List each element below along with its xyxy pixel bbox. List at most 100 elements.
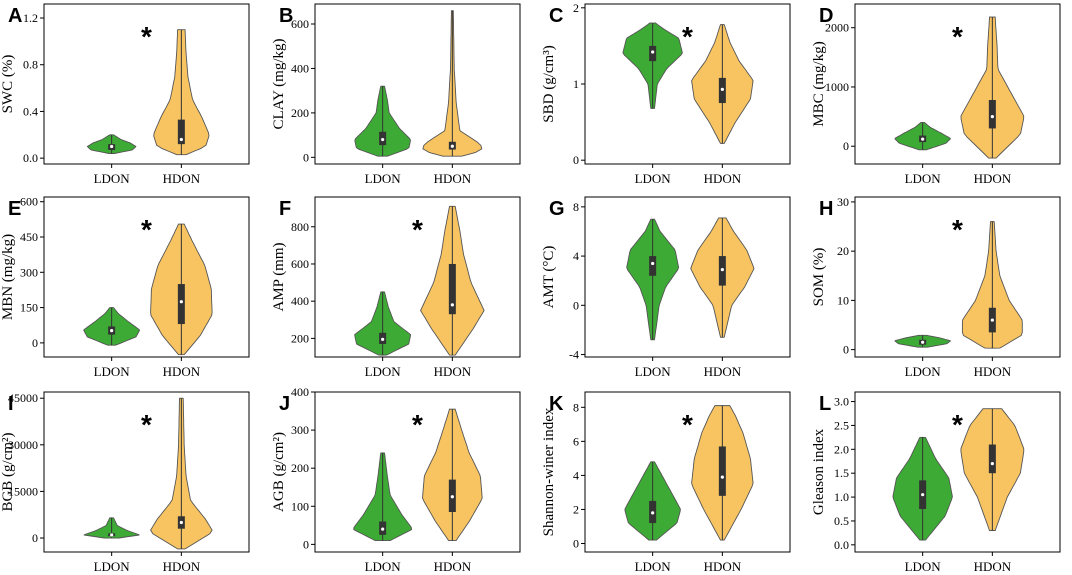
median-dot-ldon — [921, 340, 925, 344]
y-tick-label: 600 — [20, 195, 38, 209]
y-tick-label: 1 — [573, 77, 579, 91]
median-dot-hdon — [450, 144, 454, 148]
category-label-hdon: HDON — [163, 171, 201, 186]
y-axis-label: AGB (g/cm²) — [271, 432, 287, 512]
y-tick-label: 2 — [573, 502, 579, 516]
y-axis-label: BGB (g/cm²) — [0, 432, 16, 511]
y-tick-label: 15000 — [8, 484, 38, 498]
y-tick-label: 450 — [20, 230, 38, 244]
panel-f: F AMP (mm) 200 400 600 800 LDON HDON * — [271, 196, 521, 379]
plot-frame — [43, 391, 250, 553]
y-tick-label: 400 — [291, 385, 309, 399]
median-dot-ldon — [381, 527, 385, 531]
panel-letter: F — [279, 198, 291, 220]
category-label-ldon: LDON — [905, 171, 942, 186]
panel-g: G AMT (°C) -4 0 4 8 LDON HDON — [541, 196, 791, 379]
y-tick-label: 2000 — [825, 21, 849, 35]
category-label-ldon: LDON — [365, 171, 402, 186]
median-dot-hdon — [179, 300, 183, 304]
category-label-ldon: LDON — [905, 364, 942, 379]
median-dot-ldon — [381, 137, 385, 142]
y-axis-label: SBD (g/cm³) — [541, 45, 557, 122]
y-tick-label: 200 — [291, 461, 309, 475]
plot-frame — [584, 196, 791, 358]
iqr-box-hdon — [177, 284, 185, 325]
iqr-box-hdon — [988, 100, 996, 129]
median-dot-ldon — [381, 337, 385, 341]
y-tick-label: 300 — [20, 265, 38, 279]
iqr-box-hdon — [177, 119, 185, 145]
y-tick-label: 8 — [573, 200, 579, 214]
y-tick-label: 1000 — [825, 80, 849, 94]
panel-letter: A — [8, 5, 22, 27]
y-tick-label: 2 — [573, 1, 579, 15]
y-tick-label: 30 — [837, 195, 849, 209]
significance-star: * — [412, 409, 423, 440]
category-label-hdon: HDON — [434, 559, 472, 574]
y-tick-label: 20 — [837, 244, 849, 258]
median-dot-hdon — [179, 520, 183, 525]
y-axis-label: SOM (%) — [811, 248, 827, 307]
significance-star: * — [682, 409, 693, 440]
median-dot-ldon — [921, 493, 925, 497]
median-dot-hdon — [990, 114, 994, 119]
plot-frame — [314, 391, 521, 553]
y-tick-label: 0 — [843, 343, 849, 357]
y-axis-label: Gleason index — [811, 428, 827, 515]
iqr-box-hdon — [718, 446, 726, 496]
panel-letter: G — [549, 198, 565, 220]
category-label-hdon: HDON — [434, 171, 472, 186]
significance-star: * — [952, 214, 963, 245]
y-tick-label: 0 — [573, 298, 579, 312]
median-dot-hdon — [990, 462, 994, 466]
y-tick-label: 400 — [291, 61, 309, 75]
median-dot-hdon — [179, 137, 183, 142]
y-tick-label: 400 — [291, 294, 309, 308]
category-label-hdon: HDON — [704, 171, 742, 186]
median-dot-hdon — [720, 475, 724, 479]
category-label-ldon: LDON — [94, 559, 131, 574]
median-dot-hdon — [990, 318, 994, 322]
significance-star: * — [141, 21, 152, 52]
iqr-box-hdon — [988, 444, 996, 474]
plot-frame — [43, 3, 250, 165]
category-label-hdon: HDON — [163, 559, 201, 574]
panel-e: E MBN (mg/kg) 0 150 300 450 600 LDON HDON * — [0, 195, 250, 379]
plot-frame — [314, 196, 521, 358]
y-tick-label: 0.0 — [23, 151, 38, 165]
panel-letter: D — [819, 5, 833, 27]
y-tick-label: 1.2 — [23, 11, 38, 25]
panel-letter: J — [279, 393, 290, 415]
panel-b: B CLAY (mg/kg) 0 200 400 600 LDON HDON — [271, 3, 521, 186]
y-axis-label: CLAY (mg/kg) — [271, 39, 287, 130]
category-label-hdon: HDON — [974, 559, 1012, 574]
panel-letter: L — [819, 393, 831, 415]
significance-star: * — [952, 21, 963, 52]
category-label-ldon: LDON — [635, 171, 672, 186]
y-tick-label: 3.0 — [834, 395, 849, 409]
significance-star: * — [412, 214, 423, 245]
y-tick-label: 600 — [291, 17, 309, 31]
y-tick-label: 4 — [573, 249, 579, 263]
y-tick-label: 1.5 — [834, 466, 849, 480]
y-tick-label: 300 — [291, 423, 309, 437]
panel-letter: H — [819, 198, 833, 220]
median-dot-ldon — [651, 261, 655, 266]
category-label-ldon: LDON — [365, 559, 402, 574]
y-tick-label: 2.0 — [834, 442, 849, 456]
y-axis-label: AMT (°C) — [541, 246, 557, 309]
plot-frame — [854, 3, 1061, 165]
plot-frame — [43, 196, 250, 358]
panel-h: H SOM (%) 0 10 20 30 LDON HDON * — [811, 195, 1061, 379]
y-tick-label: 100 — [291, 499, 309, 513]
y-tick-label: 4 — [573, 468, 579, 482]
category-label-ldon: LDON — [94, 364, 131, 379]
y-tick-label: 200 — [291, 331, 309, 345]
y-tick-label: 45000 — [8, 391, 38, 405]
median-dot-hdon — [720, 87, 724, 91]
y-tick-label: 0 — [303, 537, 309, 551]
significance-star: * — [952, 409, 963, 440]
category-label-ldon: LDON — [905, 559, 942, 574]
